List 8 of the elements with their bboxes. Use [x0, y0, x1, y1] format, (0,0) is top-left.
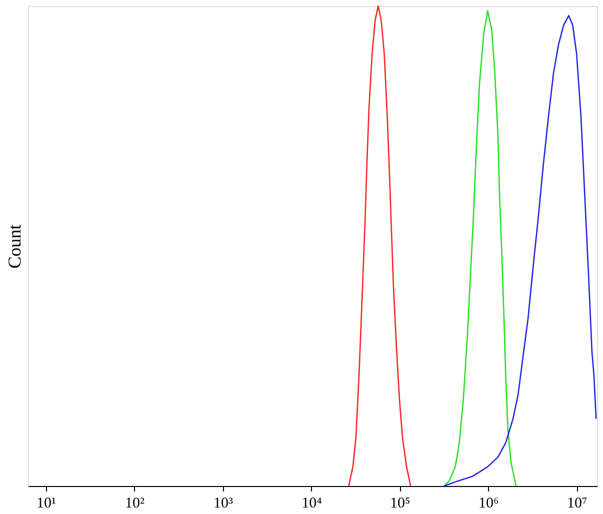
- x-tick-label: 10⁶: [478, 496, 499, 512]
- x-tick-label: 10⁴: [302, 496, 322, 512]
- x-tick-label: 10⁷: [566, 496, 588, 512]
- x-tick-label: 10²: [124, 496, 145, 512]
- x-tick-label: 10³: [213, 496, 234, 512]
- y-axis-title: Count: [4, 224, 24, 269]
- x-tick-label: 10¹: [36, 496, 56, 512]
- x-tick-label: 10⁵: [390, 496, 410, 512]
